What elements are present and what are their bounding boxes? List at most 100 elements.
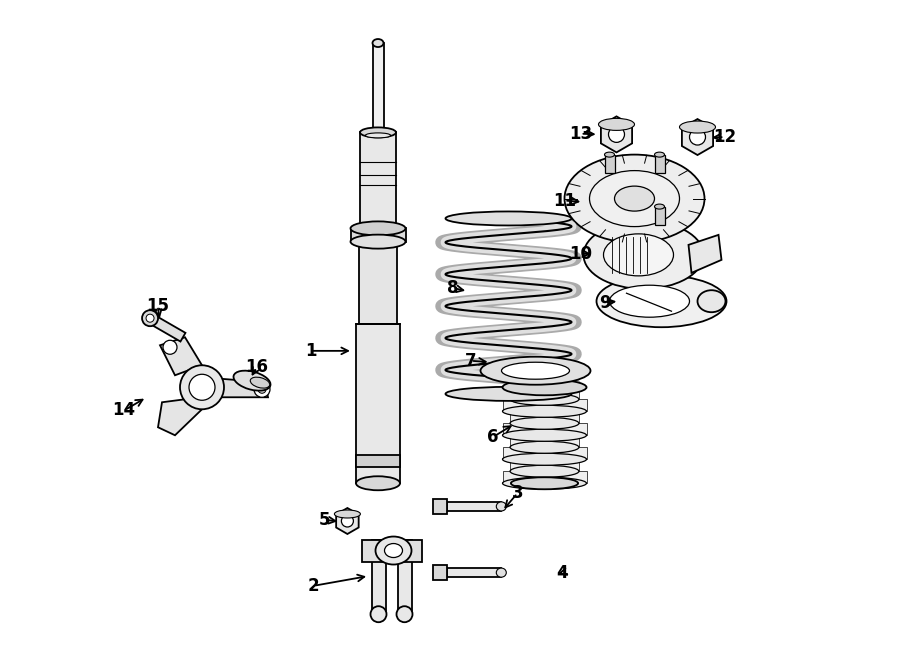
Polygon shape (601, 117, 632, 152)
Text: 6: 6 (488, 428, 499, 446)
Ellipse shape (350, 234, 406, 249)
Polygon shape (148, 314, 185, 342)
Ellipse shape (680, 121, 716, 133)
Bar (654, 207, 664, 224)
Ellipse shape (502, 429, 587, 442)
Bar (350, 228, 406, 242)
Text: 5: 5 (319, 510, 329, 529)
Ellipse shape (510, 465, 579, 477)
Text: 3: 3 (512, 484, 523, 502)
Ellipse shape (481, 357, 590, 385)
Ellipse shape (335, 510, 360, 518)
Bar (373, 43, 383, 132)
Ellipse shape (605, 152, 615, 157)
Polygon shape (682, 119, 713, 155)
Ellipse shape (654, 204, 664, 209)
Polygon shape (510, 387, 579, 399)
Bar (359, 242, 397, 324)
Bar (362, 540, 421, 561)
Ellipse shape (502, 379, 587, 395)
Polygon shape (158, 399, 202, 436)
Polygon shape (510, 459, 579, 471)
Ellipse shape (502, 405, 587, 417)
Ellipse shape (597, 275, 726, 327)
Text: 1: 1 (305, 342, 316, 360)
Ellipse shape (446, 387, 572, 401)
Text: 7: 7 (465, 352, 476, 370)
Bar (433, 565, 447, 581)
Bar (605, 155, 615, 173)
Ellipse shape (510, 442, 579, 453)
Polygon shape (502, 448, 587, 459)
Ellipse shape (502, 381, 587, 393)
Ellipse shape (365, 133, 391, 138)
Ellipse shape (496, 568, 507, 577)
Polygon shape (160, 337, 202, 375)
Ellipse shape (384, 544, 402, 557)
Ellipse shape (583, 221, 704, 289)
Text: 9: 9 (599, 293, 610, 312)
Ellipse shape (233, 371, 271, 391)
Ellipse shape (510, 393, 579, 405)
Bar (447, 502, 501, 511)
Circle shape (608, 126, 625, 142)
Polygon shape (502, 471, 587, 483)
Text: 13: 13 (569, 124, 592, 143)
Ellipse shape (698, 290, 725, 312)
Text: 14: 14 (112, 401, 136, 420)
Text: 16: 16 (245, 358, 268, 377)
Bar (372, 540, 385, 614)
Polygon shape (202, 377, 268, 397)
Ellipse shape (373, 39, 383, 47)
Ellipse shape (502, 453, 587, 465)
Text: 12: 12 (713, 128, 736, 146)
Text: 10: 10 (569, 244, 592, 263)
Circle shape (163, 340, 177, 354)
Circle shape (371, 606, 386, 622)
Polygon shape (510, 411, 579, 423)
Ellipse shape (189, 374, 215, 401)
Bar (360, 132, 396, 228)
Bar (654, 155, 664, 173)
Ellipse shape (511, 477, 578, 489)
Ellipse shape (590, 171, 680, 226)
Ellipse shape (350, 221, 406, 236)
Circle shape (689, 129, 706, 145)
Polygon shape (510, 436, 579, 448)
Ellipse shape (502, 477, 587, 489)
Bar (433, 498, 447, 514)
Polygon shape (688, 235, 722, 273)
Bar (356, 455, 400, 467)
Circle shape (341, 515, 354, 527)
Circle shape (397, 606, 412, 622)
Text: 15: 15 (146, 297, 169, 315)
Ellipse shape (604, 234, 673, 276)
Ellipse shape (501, 362, 570, 379)
Polygon shape (336, 508, 359, 534)
Polygon shape (502, 399, 587, 411)
Circle shape (254, 381, 270, 397)
Polygon shape (502, 423, 587, 436)
Text: 4: 4 (557, 563, 568, 582)
Circle shape (258, 385, 266, 393)
Ellipse shape (250, 377, 270, 388)
Ellipse shape (564, 155, 705, 242)
Bar (447, 568, 501, 577)
Ellipse shape (496, 502, 507, 511)
Circle shape (146, 314, 154, 322)
Bar (356, 324, 400, 483)
Ellipse shape (654, 152, 664, 157)
Ellipse shape (180, 365, 224, 409)
Bar (398, 540, 411, 614)
Text: 2: 2 (308, 577, 319, 595)
Text: 8: 8 (447, 279, 458, 297)
Ellipse shape (615, 186, 654, 211)
Ellipse shape (360, 127, 396, 138)
Ellipse shape (375, 536, 411, 565)
Ellipse shape (598, 118, 634, 130)
Ellipse shape (609, 285, 689, 317)
Text: 11: 11 (553, 191, 576, 210)
Ellipse shape (510, 417, 579, 429)
Circle shape (142, 310, 158, 326)
Ellipse shape (356, 476, 400, 491)
